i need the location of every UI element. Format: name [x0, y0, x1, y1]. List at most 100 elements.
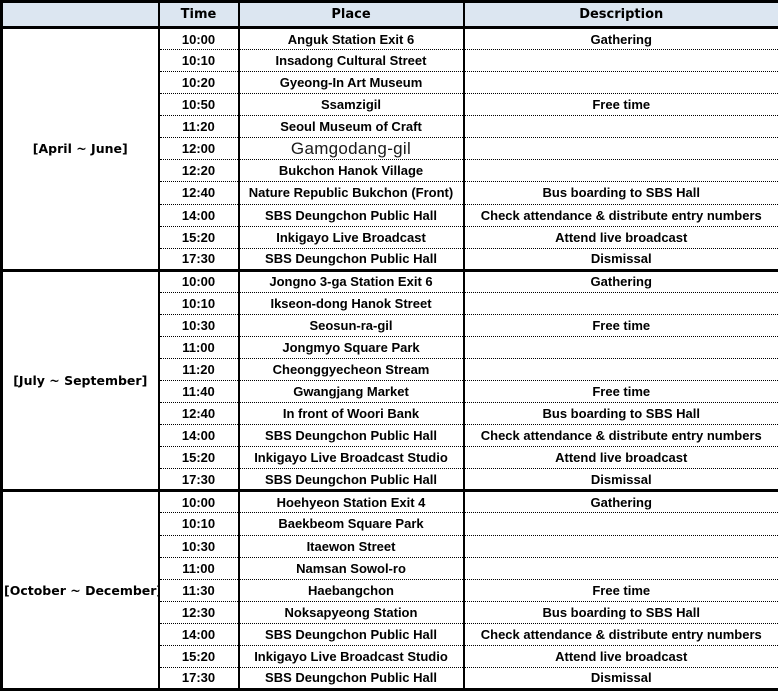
table-row: 11:20 Cheonggyecheon Stream — [2, 357, 778, 381]
time-cell: 11:00 — [157, 335, 240, 359]
time-cell: 11:30 — [157, 578, 240, 602]
place-cell: Inkigayo Live Broadcast — [237, 225, 465, 249]
description-cell: Attend live broadcast — [462, 644, 778, 668]
time-cell: 10:00 — [157, 269, 240, 293]
time-cell: 11:20 — [157, 357, 240, 381]
place-cell: Gyeong-In Art Museum — [237, 71, 465, 94]
time-cell: 17:30 — [157, 666, 240, 690]
col-header-description: Description — [462, 0, 778, 29]
place-cell: SBS Deungchon Public Hall — [237, 203, 465, 227]
description-cell: Gathering — [462, 490, 778, 513]
table-row: 17:30 SBS Deungchon Public Hall Dismissal — [2, 666, 778, 690]
time-cell: 10:00 — [157, 490, 240, 513]
description-cell: Check attendance & distribute entry numb… — [462, 424, 778, 447]
place-cell: Insadong Cultural Street — [237, 49, 465, 72]
time-cell: 15:20 — [157, 446, 240, 469]
place-cell: Jongno 3-ga Station Exit 6 — [237, 269, 465, 293]
time-cell: 10:10 — [157, 512, 240, 535]
table-row: 11:30 Haebangchon Free time — [2, 578, 778, 602]
col-header-place: Place — [237, 0, 465, 29]
table-row: 10:30 Itaewon Street — [2, 534, 778, 558]
place-cell: Cheonggyecheon Stream — [237, 357, 465, 381]
description-cell — [462, 534, 778, 558]
description-cell: Free time — [462, 313, 778, 337]
place-cell: Noksapyeong Station — [237, 600, 465, 624]
place-cell: Gwangjang Market — [237, 380, 465, 403]
description-cell: Gathering — [462, 269, 778, 293]
description-cell: Attend live broadcast — [462, 225, 778, 249]
group-label: [October ~ December] — [0, 489, 160, 691]
time-cell: 12:00 — [157, 137, 240, 160]
description-cell: Bus boarding to SBS Hall — [462, 181, 778, 204]
time-cell: 10:50 — [157, 93, 240, 116]
description-cell — [462, 71, 778, 94]
place-cell: Gamgodang-gil — [237, 137, 465, 160]
place-cell: Ssamzigil — [237, 93, 465, 116]
time-cell: 11:00 — [157, 556, 240, 580]
place-cell: Baekbeom Square Park — [237, 512, 465, 535]
description-cell — [462, 159, 778, 182]
description-cell: Dismissal — [462, 468, 778, 491]
table-row: 15:20 Inkigayo Live Broadcast Studio Atten… — [2, 644, 778, 668]
table-row: [April ~ June] 10:00 Anguk Station Exit 6 G… — [0, 26, 778, 272]
table-row: 10:20 Gyeong-In Art Museum — [2, 71, 778, 94]
table-row: 14:00 SBS Deungchon Public Hall Check atte… — [2, 424, 778, 447]
table-row: [October ~ December] 10:00 Hoehyeon Statio… — [0, 489, 778, 691]
description-cell: Bus boarding to SBS Hall — [462, 402, 778, 425]
time-cell: 12:30 — [157, 600, 240, 624]
description-cell: Free time — [462, 93, 778, 116]
table-row: 10:10 Insadong Cultural Street — [2, 49, 778, 72]
description-cell — [462, 115, 778, 138]
time-cell: 10:10 — [157, 49, 240, 72]
table-row: 14:00 SBS Deungchon Public Hall Check atte… — [2, 203, 778, 227]
place-cell: Hoehyeon Station Exit 4 — [237, 490, 465, 513]
description-cell — [462, 512, 778, 535]
time-cell: 12:40 — [157, 181, 240, 204]
place-cell: SBS Deungchon Public Hall — [237, 424, 465, 447]
time-cell: 10:10 — [157, 291, 240, 315]
time-cell: 10:00 — [157, 26, 240, 50]
time-cell: 12:40 — [157, 402, 240, 425]
place-cell: Anguk Station Exit 6 — [237, 26, 465, 50]
place-cell: Seosun-ra-gil — [237, 313, 465, 337]
place-cell: Inkigayo Live Broadcast Studio — [237, 446, 465, 469]
table-row: 12:20 Bukchon Hanok Village — [2, 159, 778, 182]
description-cell: Attend live broadcast — [462, 446, 778, 469]
group-july-september: [July ~ September] 10:00 Jongno 3-ga Stati… — [0, 269, 778, 492]
place-cell: Bukchon Hanok Village — [237, 159, 465, 182]
description-cell — [462, 335, 778, 359]
table-row: 11:00 Jongmyo Square Park — [2, 335, 778, 359]
time-cell: 10:30 — [157, 313, 240, 337]
place-cell: SBS Deungchon Public Hall — [237, 468, 465, 491]
time-cell: 14:00 — [157, 424, 240, 447]
header-row: Time Place Description — [0, 0, 778, 29]
place-cell: SBS Deungchon Public Hall — [237, 247, 465, 271]
group-label: [April ~ June] — [0, 26, 160, 272]
time-cell: 10:20 — [157, 71, 240, 94]
table-row: 12:40 Nature Republic Bukchon (Front) Bus … — [2, 181, 778, 204]
time-cell: 14:00 — [157, 622, 240, 646]
place-cell: In front of Woori Bank — [237, 402, 465, 425]
place-cell: Haebangchon — [237, 578, 465, 602]
time-cell: 12:20 — [157, 159, 240, 182]
group-label: [July ~ September] — [0, 269, 160, 492]
table-row: 12:00 Gamgodang-gil — [2, 137, 778, 160]
description-cell: Dismissal — [462, 666, 778, 690]
table-row: 17:30 SBS Deungchon Public Hall Dismissal — [2, 247, 778, 271]
time-cell: 15:20 — [157, 225, 240, 249]
description-cell: Free time — [462, 380, 778, 403]
table-row: 10:30 Seosun-ra-gil Free time — [2, 313, 778, 337]
time-cell: 11:40 — [157, 380, 240, 403]
table-row: 10:10 Ikseon-dong Hanok Street — [2, 291, 778, 315]
description-cell: Dismissal — [462, 247, 778, 271]
time-cell: 15:20 — [157, 644, 240, 668]
col-header-empty — [0, 0, 160, 29]
place-cell: Nature Republic Bukchon (Front) — [237, 181, 465, 204]
table-row: 10:50 Ssamzigil Free time — [2, 93, 778, 116]
col-header-time: Time — [157, 0, 240, 29]
description-cell — [462, 49, 778, 72]
table-row: 14:00 SBS Deungchon Public Hall Check atte… — [2, 622, 778, 646]
description-cell — [462, 357, 778, 381]
time-cell: 17:30 — [157, 468, 240, 491]
